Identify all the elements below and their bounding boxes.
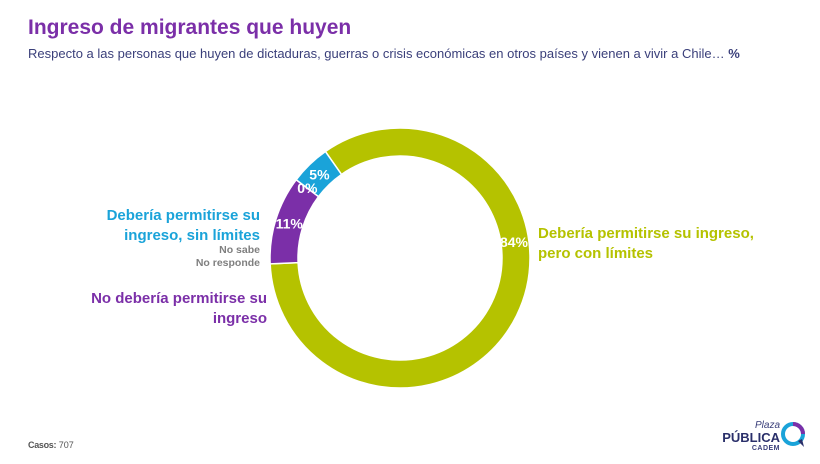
casos-value: 707 xyxy=(58,440,74,450)
logo-line3: CADEM xyxy=(751,445,780,452)
subtitle-text: Respecto a las personas que huyen de dic… xyxy=(28,46,725,61)
plaza-publica-logo: Plaza PÚBLICA CADEM xyxy=(722,418,808,456)
subtitle-unit: % xyxy=(728,46,740,61)
donut-slice-0 xyxy=(269,127,531,389)
chart-title: Ingreso de migrantes que huyen xyxy=(28,16,352,39)
speech-bubble-icon xyxy=(781,422,805,447)
donut-slice-3 xyxy=(295,150,343,198)
logo-line1: Plaza xyxy=(754,420,780,431)
casos-label: Casos: xyxy=(28,440,57,450)
label-no-deberia: No debería permitirse su ingreso xyxy=(91,290,267,327)
label-no-sabe-line2: No responde xyxy=(195,257,260,269)
chart-subtitle: Respecto a las personas que huyen de dic… xyxy=(28,46,740,61)
donut-value-label-2: 0% xyxy=(297,180,318,196)
label-no-sabe: No sabe No responde xyxy=(196,244,260,270)
casos-note: Casos: 707 xyxy=(28,440,74,450)
donut-value-label-1: 11% xyxy=(276,216,304,232)
label-sin-limites: Debería permitirse su ingreso, sin límit… xyxy=(106,207,260,244)
donut-value-label-0: 84% xyxy=(500,234,529,250)
label-no-sabe-line1: No sabe xyxy=(219,244,260,256)
logo-line2: PÚBLICA xyxy=(722,430,780,445)
label-con-limites: Debería permitirse su ingreso, pero con … xyxy=(538,225,754,262)
donut-value-label-3: 5% xyxy=(309,167,330,183)
